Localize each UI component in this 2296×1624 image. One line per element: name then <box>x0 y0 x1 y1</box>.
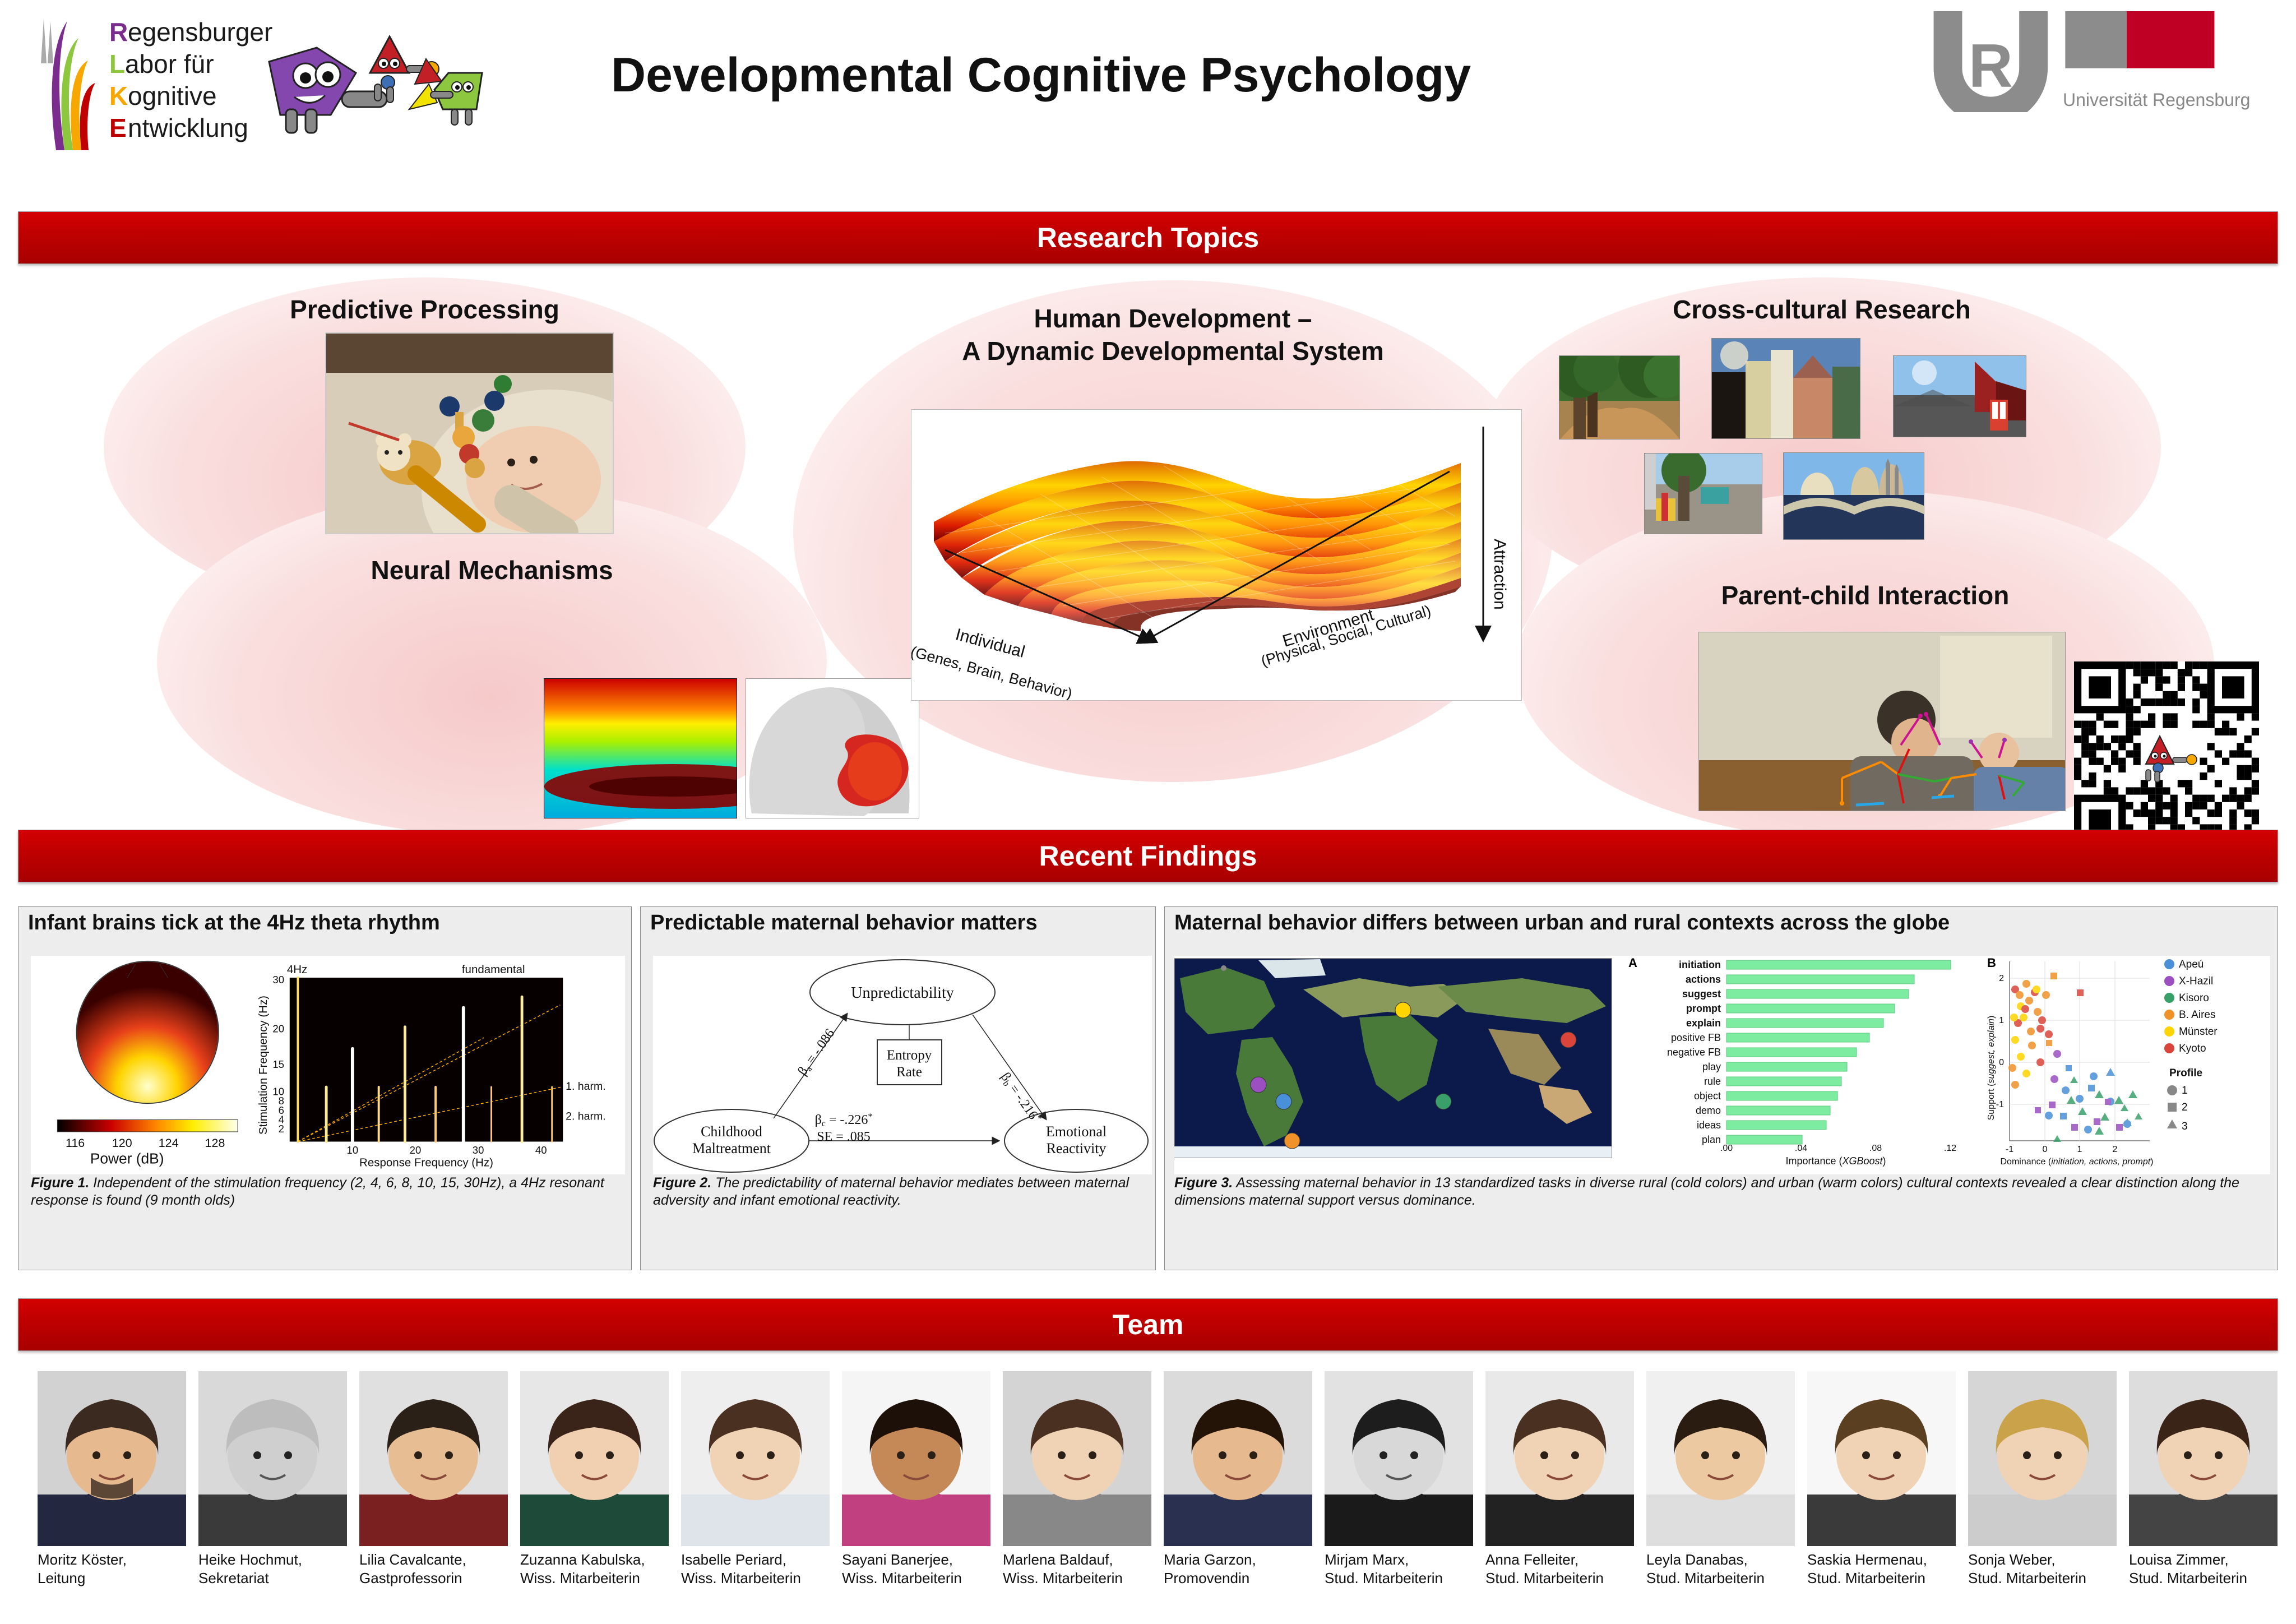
svg-text:116: 116 <box>66 1136 85 1150</box>
svg-text:4Hz: 4Hz <box>287 963 307 976</box>
svg-text:-1: -1 <box>2006 1145 2013 1154</box>
svg-text:object: object <box>1694 1090 1721 1102</box>
svg-text:SE = .085: SE = .085 <box>817 1130 871 1144</box>
svg-text:2. harm.: 2. harm. <box>566 1111 606 1123</box>
svg-text:Importance (XGBoost): Importance (XGBoost) <box>1785 1155 1886 1167</box>
svg-text:2: 2 <box>2113 1145 2118 1154</box>
svg-text:Response Frequency (Hz): Response Frequency (Hz) <box>359 1156 493 1169</box>
svg-text:10: 10 <box>347 1144 359 1156</box>
svg-text:βa = -.086: βa = -.086 <box>795 1026 839 1079</box>
svg-text:βb = -.216*: βb = -.216* <box>997 1070 1043 1127</box>
svg-text:actions: actions <box>1686 974 1721 985</box>
svg-text:1: 1 <box>1999 1016 2004 1025</box>
svg-text:negative FB: negative FB <box>1667 1047 1721 1058</box>
svg-text:-1: -1 <box>1996 1100 2004 1109</box>
svg-text:ideas: ideas <box>1697 1119 1721 1131</box>
svg-text:Unpredictability: Unpredictability <box>851 984 954 1002</box>
svg-text:40: 40 <box>535 1144 547 1156</box>
svg-text:egensburger: egensburger <box>128 17 272 47</box>
svg-text:R: R <box>1969 32 2013 100</box>
svg-text:1. harm.: 1. harm. <box>566 1080 606 1093</box>
svg-text:Maltreatment: Maltreatment <box>692 1140 771 1156</box>
svg-text:fundamental: fundamental <box>462 963 525 976</box>
svg-text:30: 30 <box>272 974 284 985</box>
svg-text:B. Aires: B. Aires <box>2179 1009 2215 1021</box>
svg-text:3: 3 <box>2182 1121 2188 1132</box>
svg-text:Münster: Münster <box>2179 1026 2218 1038</box>
svg-text:A: A <box>1628 956 1637 970</box>
svg-text:suggest: suggest <box>1682 988 1721 1000</box>
svg-text:L: L <box>109 49 125 78</box>
svg-text:plan: plan <box>1702 1134 1721 1145</box>
svg-text:20: 20 <box>410 1144 422 1156</box>
svg-text:prompt: prompt <box>1686 1003 1721 1014</box>
svg-text:Entropy: Entropy <box>887 1048 932 1063</box>
svg-text:1: 1 <box>2182 1085 2188 1096</box>
svg-text:2: 2 <box>279 1123 284 1135</box>
svg-text:20: 20 <box>272 1023 284 1035</box>
svg-text:Rate: Rate <box>896 1065 922 1080</box>
svg-text:E: E <box>109 113 127 142</box>
svg-text:ntwicklung: ntwicklung <box>128 113 248 142</box>
svg-text:2: 2 <box>2182 1102 2188 1113</box>
svg-text:15: 15 <box>272 1058 284 1070</box>
svg-text:demo: demo <box>1696 1105 1721 1116</box>
svg-text:Reactivity: Reactivity <box>1047 1140 1107 1156</box>
svg-text:ognitive: ognitive <box>128 81 217 110</box>
svg-text:abor für: abor für <box>125 49 214 78</box>
svg-text:K: K <box>109 81 128 110</box>
svg-text:Individual: Individual <box>953 625 1027 661</box>
svg-text:.04: .04 <box>1795 1144 1807 1153</box>
svg-text:Kisoro: Kisoro <box>2179 992 2209 1004</box>
svg-text:Stimulation Frequency (Hz): Stimulation Frequency (Hz) <box>257 996 270 1135</box>
svg-text:rule: rule <box>1704 1076 1721 1087</box>
svg-text:Kyoto: Kyoto <box>2179 1043 2206 1054</box>
svg-text:.00: .00 <box>1720 1144 1733 1153</box>
svg-text:Attraction: Attraction <box>1490 539 1509 610</box>
svg-text:play: play <box>1702 1061 1721 1072</box>
svg-text:124: 124 <box>159 1136 179 1150</box>
svg-text:.08: .08 <box>1869 1144 1882 1153</box>
svg-text:Profile: Profile <box>2169 1067 2202 1079</box>
svg-text:Apeú: Apeú <box>2179 959 2204 970</box>
svg-text:0: 0 <box>2043 1145 2048 1154</box>
svg-text:positive FB: positive FB <box>1671 1032 1721 1043</box>
svg-text:30: 30 <box>473 1144 484 1156</box>
svg-text:Support (suggest, explain): Support (suggest, explain) <box>1987 1016 1996 1121</box>
svg-text:Emotional: Emotional <box>1046 1123 1107 1140</box>
svg-text:128: 128 <box>205 1136 225 1150</box>
svg-text:explain: explain <box>1686 1017 1721 1029</box>
svg-text:Power (dB): Power (dB) <box>90 1150 164 1167</box>
svg-text:βc = -.226*: βc = -.226* <box>815 1112 873 1128</box>
svg-text:R: R <box>109 17 128 47</box>
svg-text:Dominance (initiation, actions: Dominance (initiation, actions, prompt) <box>2000 1157 2153 1167</box>
svg-text:initiation: initiation <box>1679 959 1721 970</box>
svg-text:Childhood: Childhood <box>701 1123 762 1140</box>
svg-text:0: 0 <box>1999 1058 2004 1067</box>
svg-text:1: 1 <box>2077 1145 2082 1154</box>
svg-text:120: 120 <box>112 1136 132 1150</box>
svg-text:2: 2 <box>1999 974 2004 983</box>
svg-text:X-Hazil: X-Hazil <box>2179 975 2213 987</box>
svg-text:B: B <box>1987 956 1996 970</box>
svg-text:.12: .12 <box>1944 1144 1956 1153</box>
